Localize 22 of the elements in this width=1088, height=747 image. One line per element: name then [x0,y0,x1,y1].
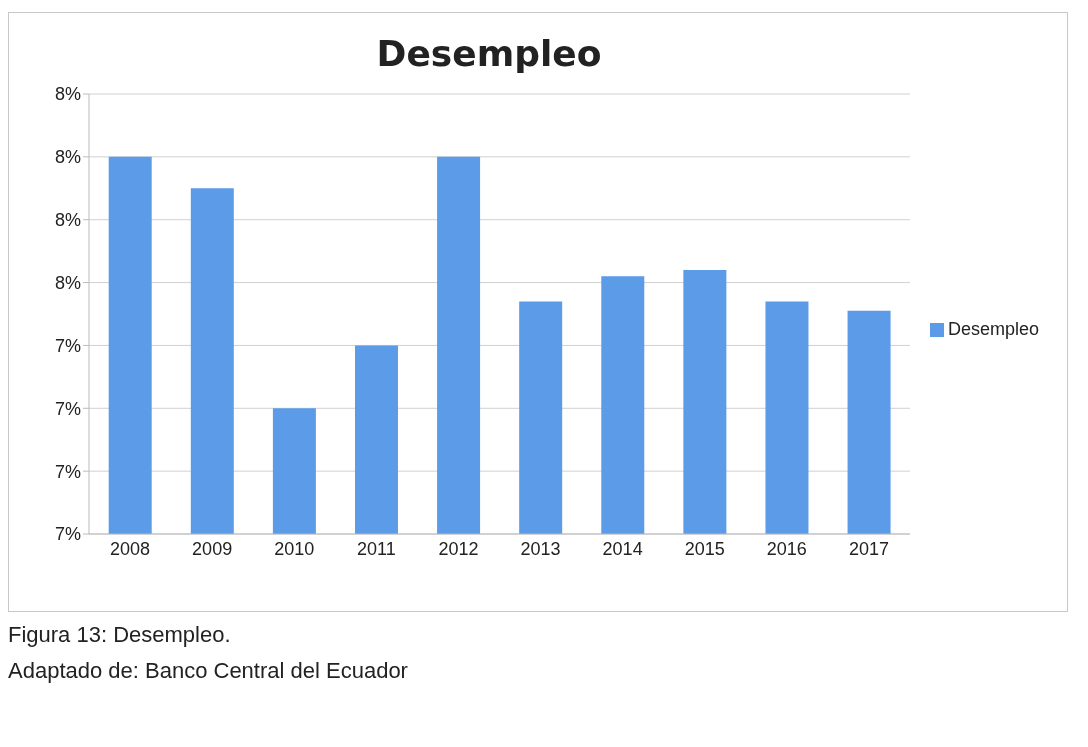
x-tick-label: 2012 [438,538,479,559]
x-tick-label: 2008 [110,538,151,559]
y-tick-label: 8% [54,210,81,231]
x-tick-label: 2017 [848,538,889,559]
x-tick-label: 2015 [684,538,725,559]
x-tick-label: 2011 [356,538,396,559]
y-tick-label: 7% [54,461,81,482]
legend-label: Desempleo [947,318,1039,339]
x-tick-label: 2014 [602,538,643,559]
y-tick-label: 8% [54,147,81,168]
y-tick-label: 7% [54,524,81,545]
chart-title: Desempleo [375,33,603,74]
x-tick-label: 2010 [274,538,315,559]
x-tick-label: 2016 [766,538,807,559]
y-tick-label: 7% [54,335,81,356]
x-tick-label: 2009 [192,538,233,559]
y-tick-label: 8% [54,272,81,293]
y-tick-label: 7% [54,398,81,419]
x-tick-label: 2013 [520,538,561,559]
text: Figura 13: Desempleo. [8,622,232,648]
y-tick-label: 8% [54,84,81,105]
text: Adaptado de: Banco Central del Ecuador [8,658,409,684]
